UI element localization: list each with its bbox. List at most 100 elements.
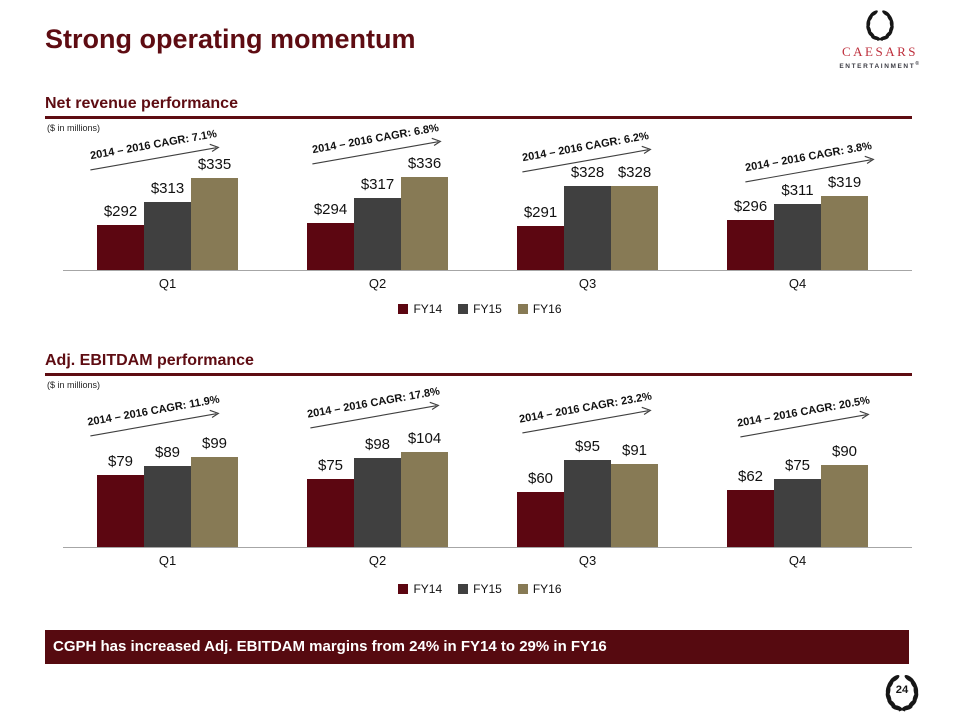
data-label: $98	[364, 436, 391, 453]
bar-fy16-q1	[191, 457, 238, 547]
cagr-annotation: 2014 – 2016 CAGR: 23.2%	[518, 390, 655, 436]
data-label: $104	[407, 430, 442, 447]
legend-item: FY14	[398, 302, 442, 316]
bar-fy15-q1	[144, 466, 191, 547]
chart1-units-label: ($ in millions)	[47, 123, 101, 133]
legend-swatch-fy14	[398, 584, 409, 594]
data-label: $291	[523, 204, 558, 221]
data-label: $292	[103, 203, 138, 220]
bar-fy16-q3	[611, 464, 658, 547]
data-label: $99	[201, 435, 228, 452]
bar-fy14-q3	[517, 226, 564, 270]
category-label: Q3	[578, 276, 597, 291]
category-label: Q2	[368, 553, 387, 568]
bar-fy15-q3	[564, 460, 611, 547]
cagr-arrow-icon	[522, 406, 652, 434]
data-label: $90	[831, 443, 858, 460]
cagr-annotation: 2014 – 2016 CAGR: 7.1%	[86, 127, 223, 173]
data-label: $75	[317, 457, 344, 474]
chart1-title: Net revenue performance	[45, 95, 238, 112]
legend-swatch-fy15	[458, 304, 469, 314]
data-label: $294	[313, 201, 348, 218]
bar-fy15-q4	[774, 204, 821, 270]
bar-fy15-q4	[774, 479, 821, 547]
bar-fy15-q3	[564, 186, 611, 270]
bar-fy16-q4	[821, 465, 868, 547]
bar-fy14-q2	[307, 479, 354, 547]
cagr-arrow-icon	[90, 143, 220, 171]
category-label: Q4	[788, 276, 807, 291]
bar-fy16-q1	[191, 178, 238, 270]
legend-label: FY14	[413, 302, 443, 316]
legend-swatch-fy16	[517, 304, 528, 314]
cagr-annotation: 2014 – 2016 CAGR: 6.8%	[308, 121, 445, 167]
caesars-logo: CAESARS ENTERTAINMENT®	[832, 8, 928, 70]
bar-fy15-q2	[354, 198, 401, 270]
page-laurel-icon: 24	[876, 668, 928, 718]
cagr-annotation: 2014 – 2016 CAGR: 6.2%	[518, 129, 655, 175]
legend: FY14 FY15 FY16	[0, 582, 960, 596]
logo-brand-text: CAESARS	[841, 44, 919, 59]
registered-mark: ®	[915, 61, 921, 67]
category-label: Q2	[368, 276, 387, 291]
banner: CGPH has increased Adj. EBITDAM margins …	[45, 630, 909, 664]
chart1-title-rule	[45, 116, 912, 119]
cagr-arrow-icon	[740, 410, 870, 438]
data-label: $319	[827, 174, 862, 191]
legend-item: FY16	[517, 302, 562, 316]
data-label: $328	[617, 164, 652, 181]
legend: FY14 FY15 FY16	[0, 302, 960, 316]
bar-fy14-q3	[517, 492, 564, 547]
bar-fy16-q3	[611, 186, 658, 270]
legend-item: FY16	[517, 582, 562, 596]
slide-title: Strong operating momentum	[45, 24, 416, 54]
data-label: $95	[574, 438, 601, 455]
category-label: Q4	[788, 553, 807, 568]
data-label: $328	[570, 164, 605, 181]
cagr-arrow-icon	[90, 409, 220, 437]
cagr-annotation: 2014 – 2016 CAGR: 17.8%	[306, 385, 443, 431]
cagr-arrow-icon	[522, 145, 652, 173]
data-label: $60	[527, 470, 554, 487]
chart2-units-label: ($ in millions)	[47, 380, 101, 390]
bar-fy15-q1	[144, 202, 191, 270]
legend-label: FY14	[413, 582, 443, 596]
legend-label: FY16	[532, 302, 562, 316]
category-label: Q1	[158, 553, 177, 568]
cagr-arrow-icon	[310, 401, 440, 429]
cagr-arrow-icon	[745, 155, 875, 183]
bar-fy16-q2	[401, 177, 448, 270]
x-axis-line	[63, 270, 912, 271]
category-label: Q3	[578, 553, 597, 568]
data-label: $91	[621, 442, 648, 459]
data-label: $79	[107, 453, 134, 470]
category-label: Q1	[158, 276, 177, 291]
legend-label: FY15	[473, 582, 502, 596]
bar-fy14-q2	[307, 223, 354, 270]
data-label: $317	[360, 176, 395, 193]
data-label: $335	[197, 156, 232, 173]
page-number-badge: 24	[876, 668, 928, 718]
bar-fy14-q1	[97, 225, 144, 270]
legend-swatch-fy14	[398, 304, 409, 314]
x-axis-line	[63, 547, 912, 548]
cagr-annotation: 2014 – 2016 CAGR: 3.8%	[741, 139, 878, 185]
bar-fy14-q4	[727, 490, 774, 547]
data-label: $311	[781, 182, 814, 199]
cagr-arrow-icon	[312, 137, 442, 165]
legend-swatch-fy15	[458, 584, 469, 594]
data-label: $296	[733, 198, 768, 215]
data-label: $89	[154, 444, 181, 461]
legend-label: FY15	[473, 302, 502, 316]
chart2-title-rule	[45, 373, 912, 376]
data-label: $313	[150, 180, 185, 197]
page-number: 24	[896, 684, 909, 696]
bar-fy14-q4	[727, 220, 774, 270]
bar-fy16-q2	[401, 452, 448, 547]
data-label: $62	[737, 468, 764, 485]
legend-label: FY16	[532, 582, 562, 596]
legend-swatch-fy16	[517, 584, 528, 594]
cagr-annotation: 2014 – 2016 CAGR: 11.9%	[86, 393, 223, 439]
legend-item: FY15	[458, 302, 502, 316]
